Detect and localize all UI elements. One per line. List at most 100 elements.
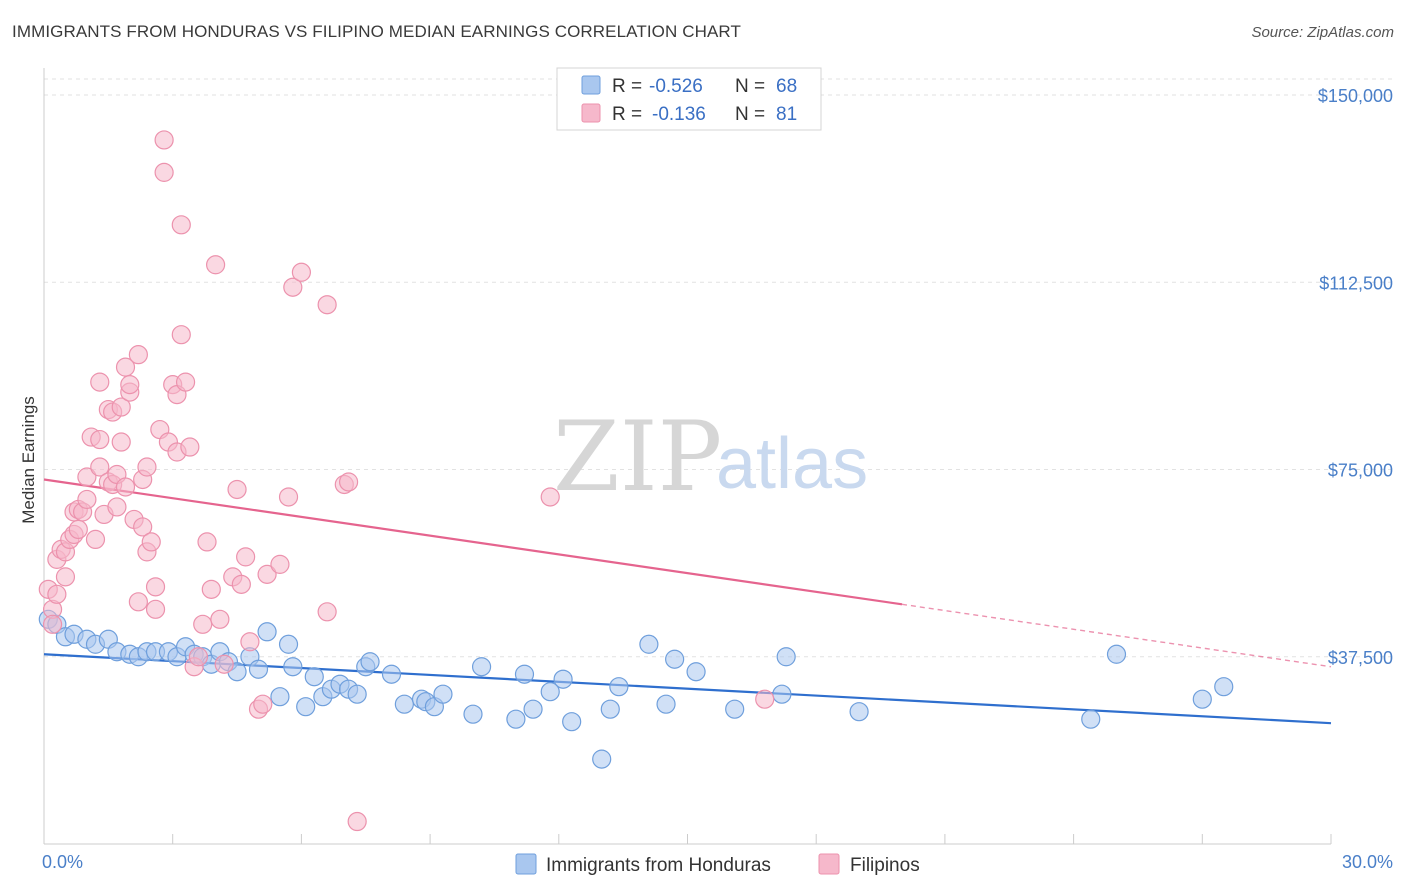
chart-title: IMMIGRANTS FROM HONDURAS VS FILIPINO MED… bbox=[12, 22, 741, 41]
point-pink-15 bbox=[77, 489, 97, 510]
trend-line-filipinos-extension bbox=[901, 603, 1332, 668]
point-blue-46 bbox=[523, 699, 543, 719]
point-pink-75 bbox=[317, 295, 337, 315]
watermark-zip: ZIP bbox=[553, 401, 722, 513]
y-tick-label-1: $75,000 bbox=[1328, 461, 1393, 481]
point-pink-58 bbox=[197, 532, 217, 552]
legend-r-label-pink: R = bbox=[612, 104, 642, 125]
series-blue bbox=[38, 609, 1234, 769]
point-pink-46 bbox=[154, 162, 174, 182]
data-points bbox=[38, 130, 1234, 832]
point-pink-71 bbox=[270, 554, 290, 574]
point-pink-72 bbox=[278, 487, 299, 507]
point-pink-19 bbox=[90, 457, 110, 477]
point-blue-56 bbox=[686, 662, 706, 682]
source-credit: Source: ZipAtlas.com bbox=[1251, 24, 1394, 41]
point-blue-41 bbox=[433, 684, 453, 704]
point-blue-35 bbox=[360, 652, 380, 672]
point-blue-58 bbox=[772, 684, 792, 704]
x-tick-labels: 0.0% 30.0% bbox=[42, 852, 1393, 872]
point-pink-57 bbox=[193, 614, 213, 634]
point-blue-54 bbox=[656, 694, 676, 714]
point-pink-73 bbox=[283, 277, 303, 297]
y-axis-label: Median Earnings bbox=[19, 396, 38, 524]
legend-n-label-blue: N = bbox=[735, 76, 765, 97]
point-pink-20 bbox=[90, 372, 110, 392]
point-pink-67 bbox=[240, 632, 260, 652]
point-blue-25 bbox=[278, 634, 299, 654]
watermark: ZIP atlas bbox=[553, 401, 868, 513]
point-pink-28 bbox=[111, 397, 131, 417]
point-blue-61 bbox=[1081, 709, 1101, 729]
point-blue-62 bbox=[1106, 644, 1127, 664]
point-blue-59 bbox=[776, 647, 796, 667]
point-blue-47 bbox=[540, 682, 560, 702]
point-blue-27 bbox=[296, 697, 316, 717]
point-pink-61 bbox=[210, 609, 230, 629]
point-blue-33 bbox=[347, 684, 367, 704]
point-blue-50 bbox=[592, 749, 612, 769]
legend: R = -0.526 N = 68 R = -0.136 N = 81 bbox=[556, 67, 822, 131]
point-pink-39 bbox=[137, 457, 157, 477]
legend-n-label-pink: N = bbox=[735, 104, 765, 125]
y-tick-labels: $37,500 $75,000 $112,500 $150,000 bbox=[1318, 86, 1393, 668]
point-pink-59 bbox=[201, 579, 221, 599]
point-blue-53 bbox=[639, 634, 659, 654]
trend-line-filipinos bbox=[43, 478, 903, 606]
watermark-atlas: atlas bbox=[716, 424, 868, 504]
point-blue-57 bbox=[725, 699, 745, 719]
point-pink-42 bbox=[145, 577, 166, 597]
point-pink-62 bbox=[214, 654, 234, 674]
trend-lines bbox=[43, 478, 1332, 725]
point-blue-26 bbox=[283, 657, 303, 677]
legend-r-value-blue: -0.526 bbox=[649, 76, 703, 97]
point-blue-23 bbox=[257, 622, 277, 642]
point-pink-52 bbox=[171, 325, 191, 345]
point-pink-11 bbox=[68, 519, 88, 540]
point-pink-2 bbox=[42, 614, 63, 634]
point-pink-74 bbox=[291, 262, 311, 282]
legend-n-value-blue: 68 bbox=[776, 76, 797, 97]
point-blue-60 bbox=[849, 702, 869, 722]
point-pink-30 bbox=[115, 477, 136, 497]
series-pink bbox=[38, 130, 775, 832]
point-pink-51 bbox=[171, 215, 191, 235]
y-tick-label-2: $112,500 bbox=[1319, 273, 1393, 293]
x-tick-label-0: 0.0% bbox=[42, 852, 83, 872]
bottom-legend-label-filipinos: Filipinos bbox=[850, 855, 920, 876]
point-pink-60 bbox=[206, 255, 226, 275]
point-pink-36 bbox=[128, 345, 148, 365]
point-blue-37 bbox=[394, 694, 414, 714]
point-pink-3 bbox=[47, 584, 67, 604]
point-blue-44 bbox=[506, 709, 526, 729]
point-pink-80 bbox=[540, 487, 560, 507]
point-pink-14 bbox=[77, 467, 97, 487]
point-pink-33 bbox=[120, 375, 140, 395]
point-blue-63 bbox=[1192, 689, 1212, 709]
point-pink-17 bbox=[85, 529, 106, 550]
point-blue-55 bbox=[665, 649, 685, 669]
point-blue-45 bbox=[514, 664, 535, 684]
point-pink-69 bbox=[253, 694, 273, 714]
point-pink-26 bbox=[107, 497, 127, 517]
point-pink-29 bbox=[111, 432, 131, 452]
point-pink-18 bbox=[90, 429, 110, 450]
legend-r-label-blue: R = bbox=[612, 76, 642, 97]
point-pink-64 bbox=[227, 479, 247, 500]
point-blue-42 bbox=[463, 704, 483, 724]
point-pink-6 bbox=[55, 567, 76, 587]
point-blue-52 bbox=[609, 677, 629, 697]
axes bbox=[43, 68, 1332, 845]
point-blue-43 bbox=[471, 657, 492, 677]
point-blue-49 bbox=[562, 712, 582, 732]
bottom-legend: Immigrants from Honduras Filipinos bbox=[515, 853, 920, 876]
point-pink-79 bbox=[347, 811, 367, 832]
bottom-legend-label-honduras: Immigrants from Honduras bbox=[546, 855, 771, 876]
y-tick-label-0: $37,500 bbox=[1328, 648, 1393, 668]
point-pink-54 bbox=[180, 437, 200, 457]
point-pink-53 bbox=[175, 372, 196, 392]
point-blue-22 bbox=[248, 659, 269, 679]
point-pink-70 bbox=[257, 564, 277, 584]
legend-frame bbox=[556, 67, 822, 131]
